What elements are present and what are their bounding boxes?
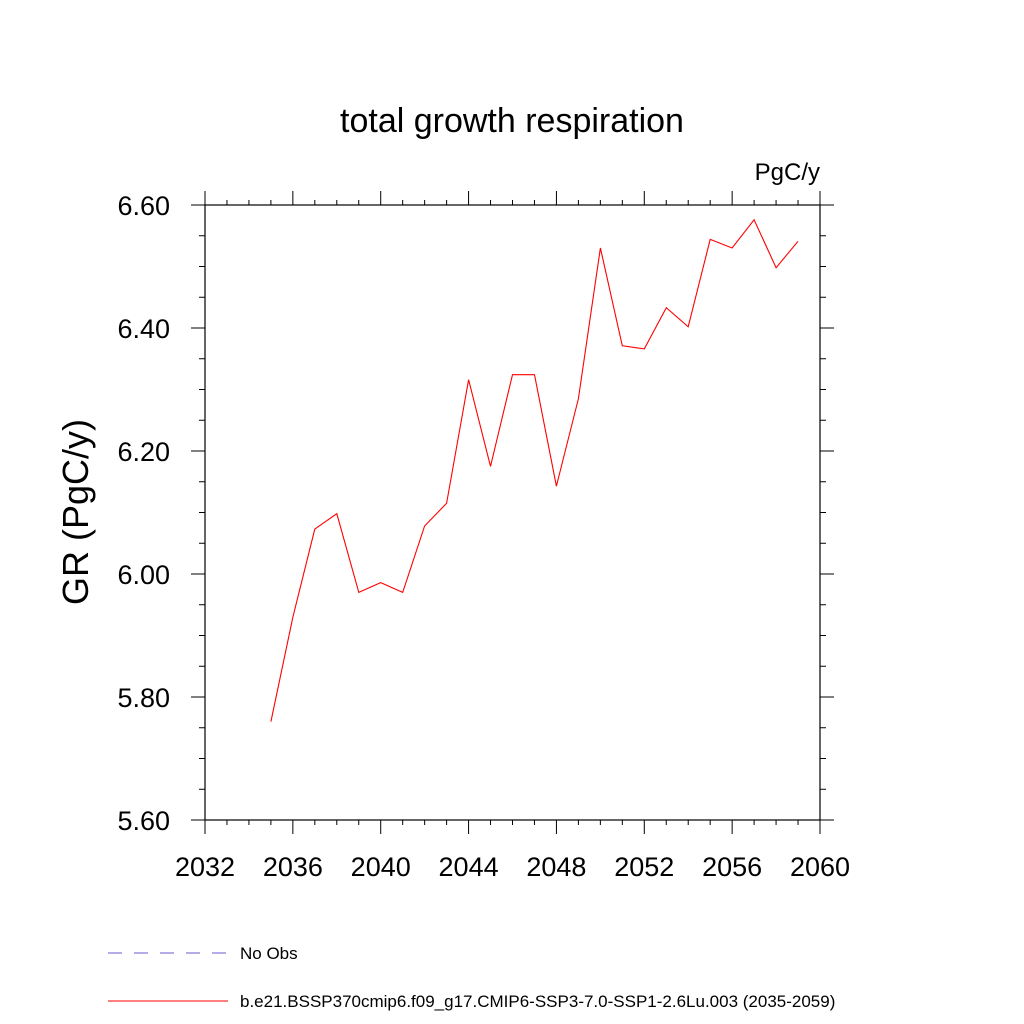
y-tick-label: 6.20 (117, 437, 170, 467)
legend-label-no-obs: No Obs (240, 944, 298, 963)
x-tick-label: 2032 (175, 852, 235, 882)
y-tick-label: 5.80 (117, 683, 170, 713)
y-tick-labels: 5.60 5.80 6.00 6.20 6.40 6.60 (117, 191, 170, 836)
y-tick-label: 5.60 (117, 806, 170, 836)
series-line (270, 218, 799, 722)
chart-title: total growth respiration (340, 102, 684, 140)
y-tick-label: 6.40 (117, 314, 170, 344)
x-tick-label: 2040 (351, 852, 411, 882)
axis-ticks (191, 191, 834, 834)
x-tick-label: 2056 (702, 852, 762, 882)
x-tick-label: 2048 (526, 852, 586, 882)
x-tick-label: 2060 (790, 852, 850, 882)
y-axis-label: GR (PgC/y) (55, 419, 96, 605)
y-tick-label: 6.60 (117, 191, 170, 221)
legend: No Obs b.e21.BSSP370cmip6.f09_g17.CMIP6-… (108, 944, 835, 1011)
legend-label-model: b.e21.BSSP370cmip6.f09_g17.CMIP6-SSP3-7.… (240, 992, 835, 1011)
y-tick-label: 6.00 (117, 560, 170, 590)
x-tick-label: 2052 (614, 852, 674, 882)
series-layer (270, 218, 799, 722)
x-tick-labels: 2032 2036 2040 2044 2048 2052 2056 2060 (175, 852, 850, 882)
units-label: PgC/y (755, 159, 820, 186)
x-tick-label: 2044 (439, 852, 499, 882)
plot-frame (204, 204, 821, 821)
x-tick-label: 2036 (263, 852, 323, 882)
